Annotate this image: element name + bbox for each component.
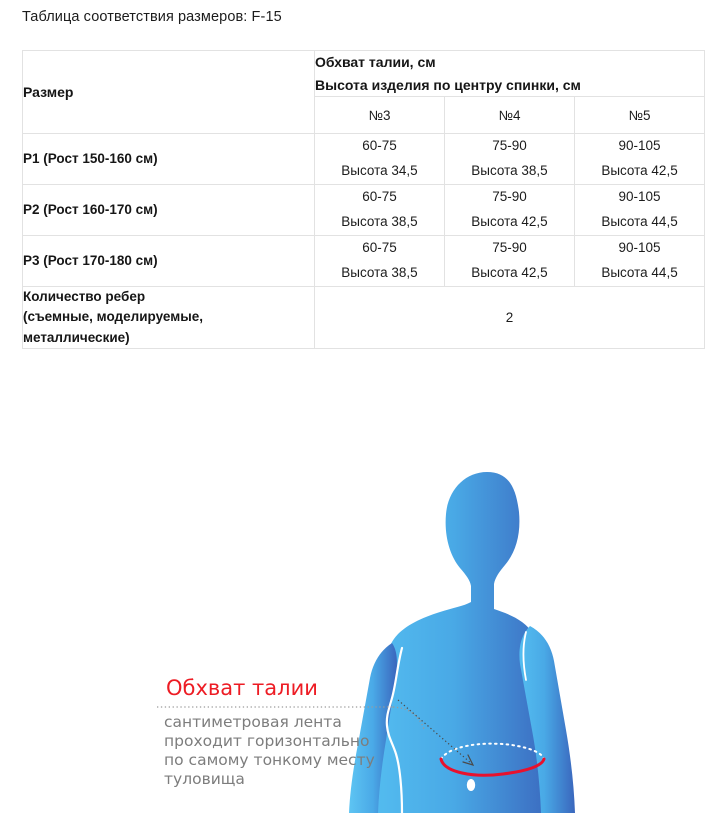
table-cell: 75-90 Высота 42,5 — [444, 235, 575, 288]
annotation-leader-lines — [157, 699, 475, 766]
row-label: Р3 (Рост 170-180 см) — [22, 235, 315, 288]
cell-height: Высота 44,5 — [601, 214, 678, 230]
table-row: Р3 (Рост 170-180 см) 60-75 Высота 38,5 7… — [22, 235, 706, 288]
ribs-label-line-3: металлические) — [23, 329, 130, 345]
page-title: Таблица соответствия размеров: F-15 — [22, 9, 282, 25]
table-row: Р2 (Рост 160-170 см) 60-75 Высота 38,5 7… — [22, 184, 706, 237]
annotation-line-4: туловища — [164, 770, 245, 788]
cell-height: Высота 42,5 — [471, 214, 548, 230]
table-cell: 90-105 Высота 42,5 — [573, 133, 706, 186]
leader-pointer-dotted — [397, 699, 473, 765]
table-cell: 60-75 Высота 34,5 — [314, 133, 445, 186]
annotation-line-2: проходит горизонтально — [164, 732, 369, 750]
cell-range: 75-90 — [492, 138, 527, 154]
header-number-column-3: №5 — [573, 96, 706, 135]
cell-height: Высота 42,5 — [601, 163, 678, 179]
size-table: Размер Обхват талии, см Высота изделия п… — [22, 49, 706, 349]
cell-range: 90-105 — [618, 138, 661, 154]
waist-measurement-illustration: Обхват талии сантиметровая лента проходи… — [0, 452, 721, 813]
table-header-row-primary: Размер Обхват талии, см Высота изделия п… — [22, 49, 706, 135]
header-metric-line-1: Обхват талии, см — [315, 54, 436, 70]
table-cell: 90-105 Высота 44,5 — [573, 235, 706, 288]
cell-height: Высота 42,5 — [471, 265, 548, 281]
table-cell: 90-105 Высота 44,5 — [573, 184, 706, 237]
cell-height: Высота 38,5 — [341, 214, 418, 230]
cell-range: 60-75 — [362, 240, 397, 256]
header-metric-column: Обхват талии, см Высота изделия по центр… — [313, 49, 706, 98]
ribs-label-line-2: (съемные, моделируемые, — [23, 309, 204, 325]
waist-band-front-red — [439, 757, 546, 777]
right-arm-contour-line — [522, 631, 527, 681]
waist-measurement-band — [439, 742, 546, 777]
row-label: Р1 (Рост 150-160 см) — [22, 133, 315, 186]
torso-shape — [369, 472, 556, 813]
ribs-value: 2 — [313, 286, 706, 349]
left-arm-contour-line — [385, 646, 404, 813]
table-cell: 60-75 Высота 38,5 — [314, 184, 445, 237]
leader-arrow-head — [462, 754, 475, 766]
annotation-line-3: по самому тонкому месту — [164, 751, 375, 769]
annotation-line-1: сантиметровая лента — [164, 713, 342, 731]
table-cell: 60-75 Высота 38,5 — [314, 235, 445, 288]
header-number-column-2: №4 — [444, 96, 575, 135]
cell-height: Высота 38,5 — [471, 163, 548, 179]
annotation-title: Обхват талии — [166, 676, 318, 700]
cell-range: 75-90 — [492, 240, 527, 256]
row-label: Р2 (Рост 160-170 см) — [22, 184, 315, 237]
illustration-svg: Обхват талии сантиметровая лента проходи… — [157, 472, 575, 813]
right-arm-shape — [519, 626, 575, 813]
cell-range: 60-75 — [362, 138, 397, 154]
ribs-label: Количество ребер (съемные, моделируемые,… — [22, 286, 315, 349]
waist-band-back-dotted — [440, 742, 545, 760]
cell-range: 90-105 — [618, 240, 661, 256]
table-cell: 75-90 Высота 42,5 — [444, 184, 575, 237]
table-row: Р1 (Рост 150-160 см) 60-75 Высота 34,5 7… — [22, 133, 706, 186]
table-cell: 75-90 Высота 38,5 — [444, 133, 575, 186]
body-silhouette — [349, 472, 575, 813]
cell-range: 60-75 — [362, 189, 397, 205]
size-table-container: Размер Обхват талии, см Высота изделия п… — [22, 49, 706, 349]
ribs-label-line-1: Количество ребер — [23, 289, 146, 305]
cell-height: Высота 34,5 — [341, 163, 418, 179]
header-number-column-1: №3 — [314, 96, 445, 135]
left-arm-shape — [349, 643, 397, 813]
annotation-text-block: Обхват талии сантиметровая лента проходи… — [164, 676, 375, 788]
cell-height: Высота 44,5 — [601, 265, 678, 281]
header-size-column: Размер — [22, 49, 315, 135]
header-metric-line-2: Высота изделия по центру спинки, см — [315, 76, 581, 93]
cell-range: 90-105 — [618, 189, 661, 205]
table-row-ribs: Количество ребер (съемные, моделируемые,… — [22, 286, 706, 349]
cell-height: Высота 38,5 — [341, 265, 418, 281]
cell-range: 75-90 — [492, 189, 527, 205]
table-header-row-numbers: №3 №4 №5 — [23, 96, 706, 135]
navel — [466, 779, 476, 791]
